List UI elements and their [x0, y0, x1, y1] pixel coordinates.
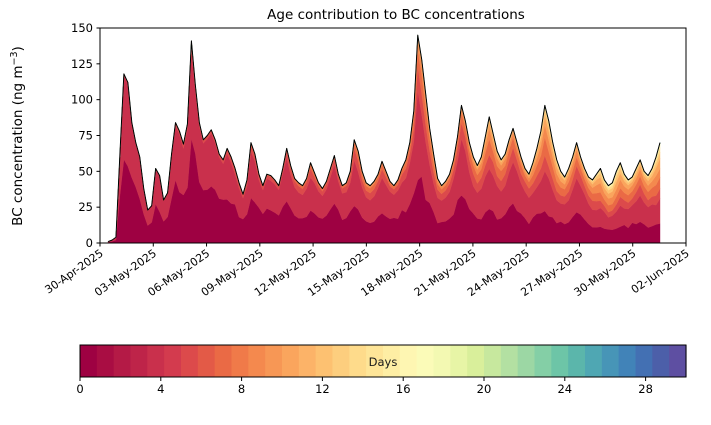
colorbar-swatch: [551, 345, 569, 377]
colorbar-swatch: [601, 345, 620, 377]
colorbar-tick-label: 28: [638, 382, 653, 396]
colorbar-swatch: [181, 345, 199, 377]
y-axis-label-text: BC concentration (ng m−3): [9, 46, 27, 226]
colorbar-tick-label: 12: [315, 382, 330, 396]
colorbar-tick-label: 20: [477, 382, 492, 396]
colorbar-swatch: [669, 345, 687, 377]
colorbar-swatch: [467, 345, 485, 377]
chart-title: Age contribution to BC concentrations: [267, 7, 525, 23]
colorbar-swatch: [450, 345, 468, 377]
colorbar-frame: [79, 344, 687, 378]
y-tick-label: 150: [71, 21, 93, 35]
colorbar-swatch: [231, 345, 249, 377]
colorbar-swatch: [484, 345, 502, 377]
colorbar-swatch: [416, 345, 435, 377]
colorbar-tick-label: 24: [557, 382, 572, 396]
colorbar-swatch: [298, 345, 317, 377]
colorbar-swatch: [130, 345, 148, 377]
y-tick-label: 0: [86, 236, 93, 250]
colorbar-tick-label: 8: [238, 382, 245, 396]
colorbar-swatch: [265, 345, 283, 377]
plot-area[interactable]: [99, 27, 687, 244]
colorbar-swatch: [96, 345, 115, 377]
colorbar-swatch: [585, 345, 603, 377]
colorbar-swatch: [433, 345, 451, 377]
colorbar-swatch: [399, 345, 418, 377]
y-tick-label: 75: [78, 129, 93, 143]
colorbar-swatch: [652, 345, 670, 377]
colorbar[interactable]: Days 0 4 8 12 16 20 24 28: [76, 344, 687, 396]
colorbar-swatch: [214, 345, 233, 377]
colorbar-swatch: [332, 345, 350, 377]
colorbar-swatch: [349, 345, 367, 377]
colorbar-swatch: [383, 345, 401, 377]
y-tick-group: 0 25 50 75 100 125 150: [71, 21, 100, 250]
colorbar-swatches: [80, 345, 687, 377]
colorbar-swatch: [534, 345, 552, 377]
total-concentration-line: [107, 34, 661, 243]
colorbar-swatch: [366, 345, 384, 377]
colorbar-swatch: [315, 345, 334, 377]
colorbar-swatch: [635, 345, 653, 377]
colorbar-tick-label: 4: [157, 382, 164, 396]
colorbar-swatch: [164, 345, 182, 377]
colorbar-swatch: [248, 345, 266, 377]
colorbar-swatch: [80, 345, 98, 377]
colorbar-swatch: [113, 345, 132, 377]
y-tick-label: 125: [71, 57, 93, 71]
y-axis-label: BC concentration (ng m−3): [9, 46, 27, 226]
colorbar-swatch: [147, 345, 165, 377]
colorbar-swatch: [500, 345, 519, 377]
colorbar-swatch: [197, 345, 216, 377]
colorbar-label: Days: [369, 355, 398, 369]
y-tick-label: 25: [78, 200, 93, 214]
colorbar-tick-label: 16: [396, 382, 411, 396]
y-tick-label: 50: [78, 164, 93, 178]
colorbar-swatch: [282, 345, 300, 377]
y-tick-label: 100: [71, 93, 93, 107]
plot-frame: [99, 27, 687, 244]
colorbar-tick-label: 0: [76, 382, 83, 396]
colorbar-swatch: [568, 345, 586, 377]
colorbar-swatch: [517, 345, 536, 377]
colorbar-tick-group: 0 4 8 12 16 20 24 28: [76, 377, 653, 396]
colorbar-swatch: [618, 345, 637, 377]
